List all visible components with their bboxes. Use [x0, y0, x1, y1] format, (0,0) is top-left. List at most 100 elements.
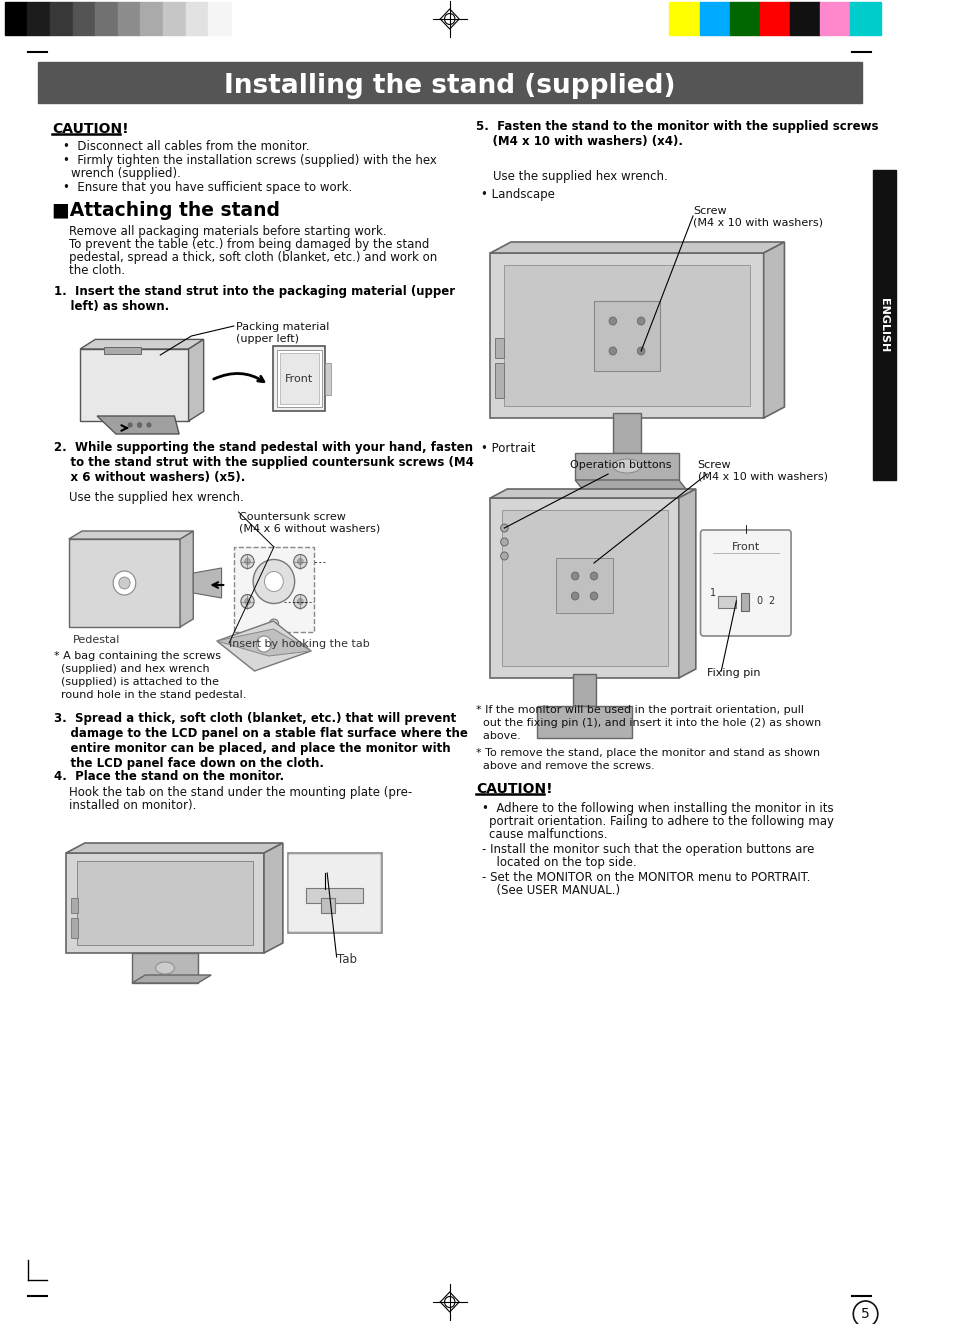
Bar	[820, 3, 849, 34]
Circle shape	[500, 538, 508, 545]
Circle shape	[253, 560, 294, 604]
Text: Operation buttons: Operation buttons	[570, 459, 671, 470]
Bar	[320, 898, 335, 914]
Polygon shape	[193, 568, 221, 598]
Bar	[669, 3, 699, 34]
Polygon shape	[104, 347, 141, 354]
FancyBboxPatch shape	[700, 530, 790, 636]
Polygon shape	[490, 242, 783, 253]
Circle shape	[294, 555, 307, 568]
Polygon shape	[69, 539, 180, 628]
Circle shape	[113, 571, 135, 594]
Bar	[760, 3, 789, 34]
Text: * A bag containing the screws: * A bag containing the screws	[53, 651, 220, 661]
Text: Tab: Tab	[336, 953, 356, 967]
Bar	[872, 169, 895, 481]
Text: To prevent the table (etc.) from being damaged by the stand: To prevent the table (etc.) from being d…	[69, 238, 429, 252]
Bar	[699, 3, 729, 34]
Bar	[140, 3, 163, 34]
Circle shape	[297, 598, 303, 605]
Circle shape	[297, 559, 303, 564]
Bar	[495, 363, 504, 399]
Circle shape	[637, 316, 644, 324]
Bar	[5, 3, 28, 34]
Polygon shape	[679, 489, 695, 678]
Polygon shape	[490, 253, 763, 418]
Text: •  Ensure that you have sufficient space to work.: • Ensure that you have sufficient space …	[63, 181, 352, 195]
Text: (supplied) is attached to the: (supplied) is attached to the	[53, 677, 218, 687]
Text: ■Attaching the stand: ■Attaching the stand	[51, 201, 279, 220]
Text: Pedestal: Pedestal	[72, 636, 120, 645]
Text: - Install the monitor such that the operation buttons are: - Install the monitor such that the oper…	[481, 843, 813, 857]
Text: pedestal, spread a thick, soft cloth (blanket, etc.) and work on: pedestal, spread a thick, soft cloth (bl…	[69, 252, 436, 263]
FancyBboxPatch shape	[288, 854, 380, 932]
Circle shape	[137, 422, 141, 428]
Circle shape	[608, 316, 616, 324]
Bar	[612, 413, 640, 453]
Circle shape	[119, 577, 130, 589]
Ellipse shape	[155, 963, 174, 974]
Text: wrench (supplied).: wrench (supplied).	[71, 167, 180, 180]
Text: (See USER MANUAL.): (See USER MANUAL.)	[489, 884, 619, 896]
Text: located on the top side.: located on the top side.	[489, 857, 637, 869]
Circle shape	[852, 1301, 877, 1324]
Text: CAUTION!: CAUTION!	[51, 122, 129, 136]
Text: 5.  Fasten the stand to the monitor with the supplied screws
    (M4 x 10 with w: 5. Fasten the stand to the monitor with …	[476, 120, 878, 148]
Bar	[208, 3, 231, 34]
Text: portrait orientation. Failing to adhere to the following may: portrait orientation. Failing to adhere …	[489, 816, 834, 828]
Text: * If the monitor will be used in the portrait orientation, pull: * If the monitor will be used in the por…	[476, 704, 803, 715]
Polygon shape	[216, 621, 311, 671]
Bar	[163, 3, 186, 34]
Text: 3.  Spread a thick, soft cloth (blanket, etc.) that will prevent
    damage to t: 3. Spread a thick, soft cloth (blanket, …	[53, 712, 467, 771]
Text: (supplied) and hex wrench: (supplied) and hex wrench	[53, 665, 209, 674]
Circle shape	[269, 620, 278, 629]
Polygon shape	[80, 350, 189, 421]
Text: •  Firmly tighten the installation screws (supplied) with the hex: • Firmly tighten the installation screws…	[63, 154, 436, 167]
Bar	[50, 3, 72, 34]
Circle shape	[241, 555, 253, 568]
Polygon shape	[132, 974, 211, 982]
Text: 5: 5	[861, 1307, 869, 1321]
Polygon shape	[504, 265, 749, 406]
Polygon shape	[189, 339, 203, 421]
Circle shape	[264, 572, 283, 592]
Text: cause malfunctions.: cause malfunctions.	[489, 828, 607, 841]
Bar	[849, 3, 880, 34]
Bar	[594, 301, 659, 371]
Polygon shape	[180, 531, 193, 628]
Bar	[274, 346, 325, 410]
Text: •  Adhere to the following when installing the monitor in its: • Adhere to the following when installin…	[481, 802, 833, 816]
Bar	[38, 62, 861, 103]
Bar	[740, 593, 748, 610]
Text: Hook the tab on the stand under the mounting plate (pre-: Hook the tab on the stand under the moun…	[69, 786, 412, 798]
Polygon shape	[264, 843, 282, 953]
Text: 2: 2	[767, 596, 774, 606]
Circle shape	[244, 598, 250, 605]
Text: • Portrait: • Portrait	[480, 442, 535, 455]
Text: Packing material
(upper left): Packing material (upper left)	[235, 322, 329, 344]
Circle shape	[244, 559, 250, 564]
Polygon shape	[501, 510, 667, 666]
Text: Fixing pin: Fixing pin	[706, 669, 760, 678]
Ellipse shape	[612, 459, 640, 473]
Polygon shape	[69, 531, 193, 539]
Bar	[72, 3, 95, 34]
Bar	[277, 350, 321, 406]
Bar	[186, 3, 208, 34]
Circle shape	[608, 347, 616, 355]
Text: the cloth.: the cloth.	[69, 263, 125, 277]
Polygon shape	[66, 843, 282, 853]
Text: * To remove the stand, place the monitor and stand as shown: * To remove the stand, place the monitor…	[476, 748, 820, 759]
Polygon shape	[216, 629, 311, 655]
Text: above and remove the screws.: above and remove the screws.	[476, 761, 654, 771]
Text: - Set the MONITOR on the MONITOR menu to PORTRAIT.: - Set the MONITOR on the MONITOR menu to…	[481, 871, 809, 884]
Circle shape	[590, 592, 598, 600]
Polygon shape	[763, 242, 783, 418]
Bar	[280, 354, 318, 404]
Text: CAUTION!: CAUTION!	[476, 782, 552, 796]
Text: Front: Front	[731, 542, 760, 552]
Circle shape	[571, 572, 578, 580]
Polygon shape	[77, 861, 253, 945]
Text: Front: Front	[285, 373, 314, 384]
Text: round hole in the stand pedestal.: round hole in the stand pedestal.	[53, 690, 246, 700]
